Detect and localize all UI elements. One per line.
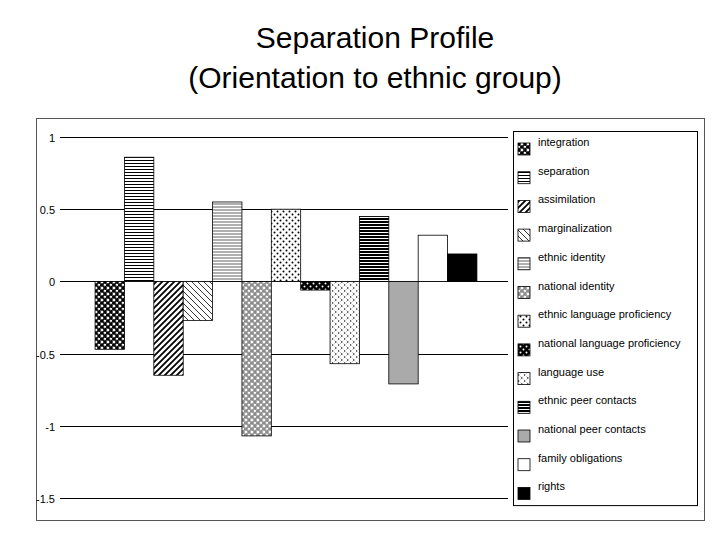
bar (418, 235, 447, 281)
tick-label: 0.5 (40, 204, 55, 216)
legend-label: ethnic language proficiency (538, 308, 672, 320)
legend-label: family obligations (538, 452, 623, 464)
legend-swatch (518, 430, 530, 442)
tick-mark (60, 209, 64, 210)
legend-label: rights (538, 480, 565, 492)
bar (271, 209, 300, 281)
legend-label: assimilation (538, 193, 595, 205)
legend-label: language use (538, 366, 604, 378)
legend-swatch (518, 401, 530, 413)
bar (301, 281, 330, 290)
legend-swatch (518, 344, 530, 356)
legend-label: national identity (538, 280, 615, 292)
grid-line (64, 137, 508, 138)
tick-mark (60, 426, 64, 427)
bar (330, 281, 359, 363)
tick-label: -1 (45, 421, 55, 433)
grid-line (64, 498, 508, 499)
legend-swatch (518, 143, 530, 155)
tick-mark (60, 498, 64, 499)
legend-swatch (518, 373, 530, 385)
legend-swatch (518, 287, 530, 299)
legend-swatch (518, 315, 530, 327)
legend-swatch (518, 459, 530, 471)
legend-swatch (518, 258, 530, 270)
bar (213, 202, 242, 281)
chart-frame (37, 119, 705, 521)
bar (359, 216, 388, 281)
legend-label: integration (538, 136, 589, 148)
bars (95, 157, 477, 436)
bar (183, 281, 212, 320)
grid-line (64, 426, 508, 427)
bar (242, 281, 271, 436)
grid-line (64, 354, 508, 355)
legend: integration separation assimilation margina… (514, 132, 698, 506)
title: Separation Profile (256, 21, 494, 54)
legend-swatch (518, 487, 530, 499)
legend-box (514, 132, 698, 506)
legend-label: national peer contacts (538, 423, 646, 435)
subtitle: (Orientation to ethnic group) (188, 61, 562, 94)
tick-label: -0.5 (36, 349, 55, 361)
legend-label: ethnic peer contacts (538, 394, 637, 406)
legend-label: separation (538, 165, 589, 177)
legend-swatch (518, 200, 530, 212)
legend-label: marginalization (538, 222, 612, 234)
tick-label: 0 (49, 276, 55, 288)
bar (124, 157, 153, 281)
bar (154, 281, 183, 375)
legend-label: national language proficiency (538, 337, 681, 349)
tick-mark (60, 354, 64, 355)
bar (448, 254, 477, 281)
tick-label: 1 (49, 132, 55, 144)
tick-label: -1.5 (36, 493, 55, 505)
legend-swatch (518, 229, 530, 241)
bar (389, 281, 418, 384)
tick-mark (60, 281, 64, 282)
legend-swatch (518, 172, 530, 184)
legend-label: ethnic identity (538, 251, 606, 263)
grid: -1.5 -1 -0.5 0 0.5 1 (36, 132, 508, 505)
chart: Separation Profile (Orientation to ethnic… (0, 0, 720, 540)
tick-mark (60, 137, 64, 138)
bar (95, 281, 124, 349)
